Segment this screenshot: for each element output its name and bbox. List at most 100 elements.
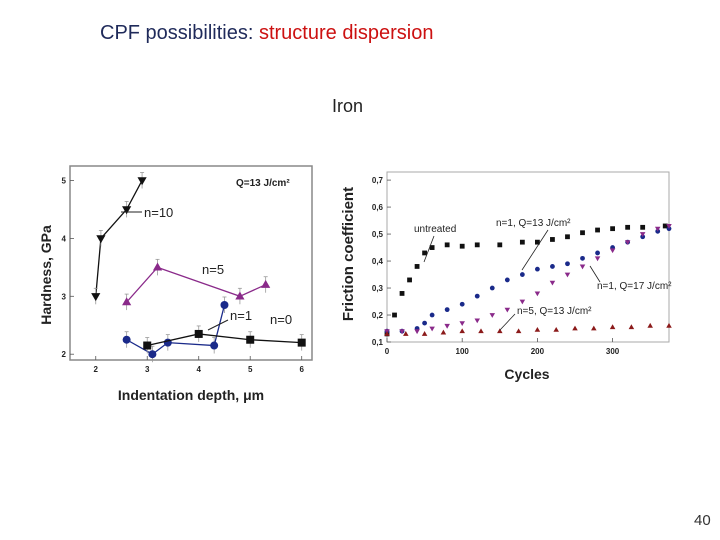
data-point [610, 226, 615, 232]
data-point [594, 256, 601, 262]
data-point [595, 250, 600, 256]
data-point [565, 261, 570, 267]
data-point [504, 277, 510, 283]
slide-title-part1: CPF possibilities: [100, 22, 254, 44]
data-point [565, 234, 570, 240]
data-point [497, 242, 503, 248]
data-point [210, 341, 219, 350]
data-point [459, 321, 465, 326]
friction-annotation-n1q13: n=1, Q=13 J/cm² [496, 218, 571, 229]
friction-annotation-untreated: untreated [414, 224, 456, 235]
data-point [654, 226, 661, 232]
series-1-line [95, 180, 143, 297]
hardness-annotation-q: Q=13 J/cm² [236, 178, 290, 189]
data-point [429, 245, 435, 250]
data-point [550, 237, 555, 242]
hardness-xlabel: Indentation depth, μm [118, 387, 264, 403]
data-point [535, 239, 540, 245]
y-tick-label: 5 [62, 176, 67, 185]
data-point [414, 329, 420, 335]
data-point [515, 328, 522, 334]
data-point [478, 328, 484, 334]
series-2-line [126, 266, 266, 303]
data-point [591, 325, 597, 331]
data-point [220, 300, 229, 309]
data-point [489, 313, 496, 318]
data-point [444, 323, 450, 329]
page-number: 40 [694, 512, 711, 529]
data-point [429, 312, 435, 318]
hardness-annotation-n1: n=1 [230, 308, 252, 323]
friction-annotation-n1q17: n=1, Q=17 J/cm² [597, 281, 672, 292]
data-point [440, 329, 447, 335]
data-point [474, 242, 480, 248]
y-tick-label: 0,5 [372, 230, 384, 239]
hardness-ylabel: Hardness, GPa [38, 225, 54, 325]
data-point [579, 264, 586, 270]
x-tick-label: 300 [606, 347, 620, 356]
data-point [474, 293, 480, 299]
data-point [624, 240, 631, 246]
hardness-annotation-n1-arrow [207, 319, 229, 331]
slide-title-part2: structure dispersion [258, 22, 434, 44]
data-point [474, 318, 480, 324]
data-point [534, 326, 541, 332]
hardness-ticks-group: 2 3 4 5 6 2 3 4 5 [62, 176, 305, 374]
data-point [122, 206, 132, 215]
friction-ylabel: Friction coefficient [340, 187, 357, 321]
hardness-plot-frame [69, 165, 313, 361]
data-point [639, 232, 646, 237]
data-point [519, 299, 526, 305]
friction-annotation-n1q13-arrow [521, 229, 549, 271]
data-point [489, 285, 495, 291]
data-point [609, 324, 616, 330]
data-point [429, 326, 435, 332]
hardness-annotation-n10: n=10 [144, 205, 173, 220]
data-point [261, 279, 271, 288]
data-point [91, 293, 101, 302]
x-tick-label: 4 [196, 365, 201, 374]
data-point [535, 266, 540, 272]
friction-series-group [384, 223, 672, 337]
data-point [403, 331, 409, 336]
data-point [628, 324, 635, 330]
hardness-annotation-n5: n=5 [202, 262, 224, 277]
friction-ticks-group: 0 100 200 300 0,1 0,2 0,3 0,4 0,5 0,6 0,7 [372, 176, 620, 356]
data-point [422, 250, 427, 256]
x-tick-label: 0 [385, 347, 390, 356]
data-point [609, 248, 616, 254]
data-point [519, 239, 525, 245]
series-3 [384, 224, 672, 335]
data-point [662, 223, 668, 229]
data-point [580, 255, 585, 261]
friction-annotation-n5q13-arrow [499, 313, 516, 331]
data-point [407, 277, 412, 283]
data-point [459, 301, 465, 307]
y-tick-label: 2 [62, 350, 67, 359]
series-2 [122, 258, 271, 311]
y-tick-label: 0,4 [372, 257, 384, 266]
data-point [647, 322, 653, 328]
data-point [666, 322, 672, 328]
data-point [553, 326, 559, 332]
data-point [421, 331, 428, 336]
y-tick-label: 0,3 [372, 284, 384, 293]
y-tick-label: 4 [62, 234, 67, 243]
data-point [595, 227, 600, 233]
hardness-annotation-q-text: Q=13 J/cm² [236, 178, 290, 189]
data-point [459, 328, 465, 334]
friction-annotation-n5q13: n=5, Q=13 J/cm² [517, 306, 592, 317]
hardness-chart: 2 3 4 5 6 2 3 4 5 Indentation depth, μm Hardness… [38, 165, 313, 403]
friction-annotation-n1q17-arrow [589, 265, 601, 283]
hardness-series-group [91, 172, 306, 363]
y-tick-label: 0,7 [372, 176, 384, 185]
data-point [497, 328, 503, 334]
y-tick-label: 0,6 [372, 203, 384, 212]
data-point [399, 329, 405, 335]
data-point [444, 242, 450, 248]
data-point [549, 280, 556, 286]
y-tick-label: 0,1 [372, 338, 384, 347]
data-point [392, 312, 397, 318]
hardness-annotation-n0: n=0 [270, 312, 292, 327]
data-point [572, 325, 578, 331]
